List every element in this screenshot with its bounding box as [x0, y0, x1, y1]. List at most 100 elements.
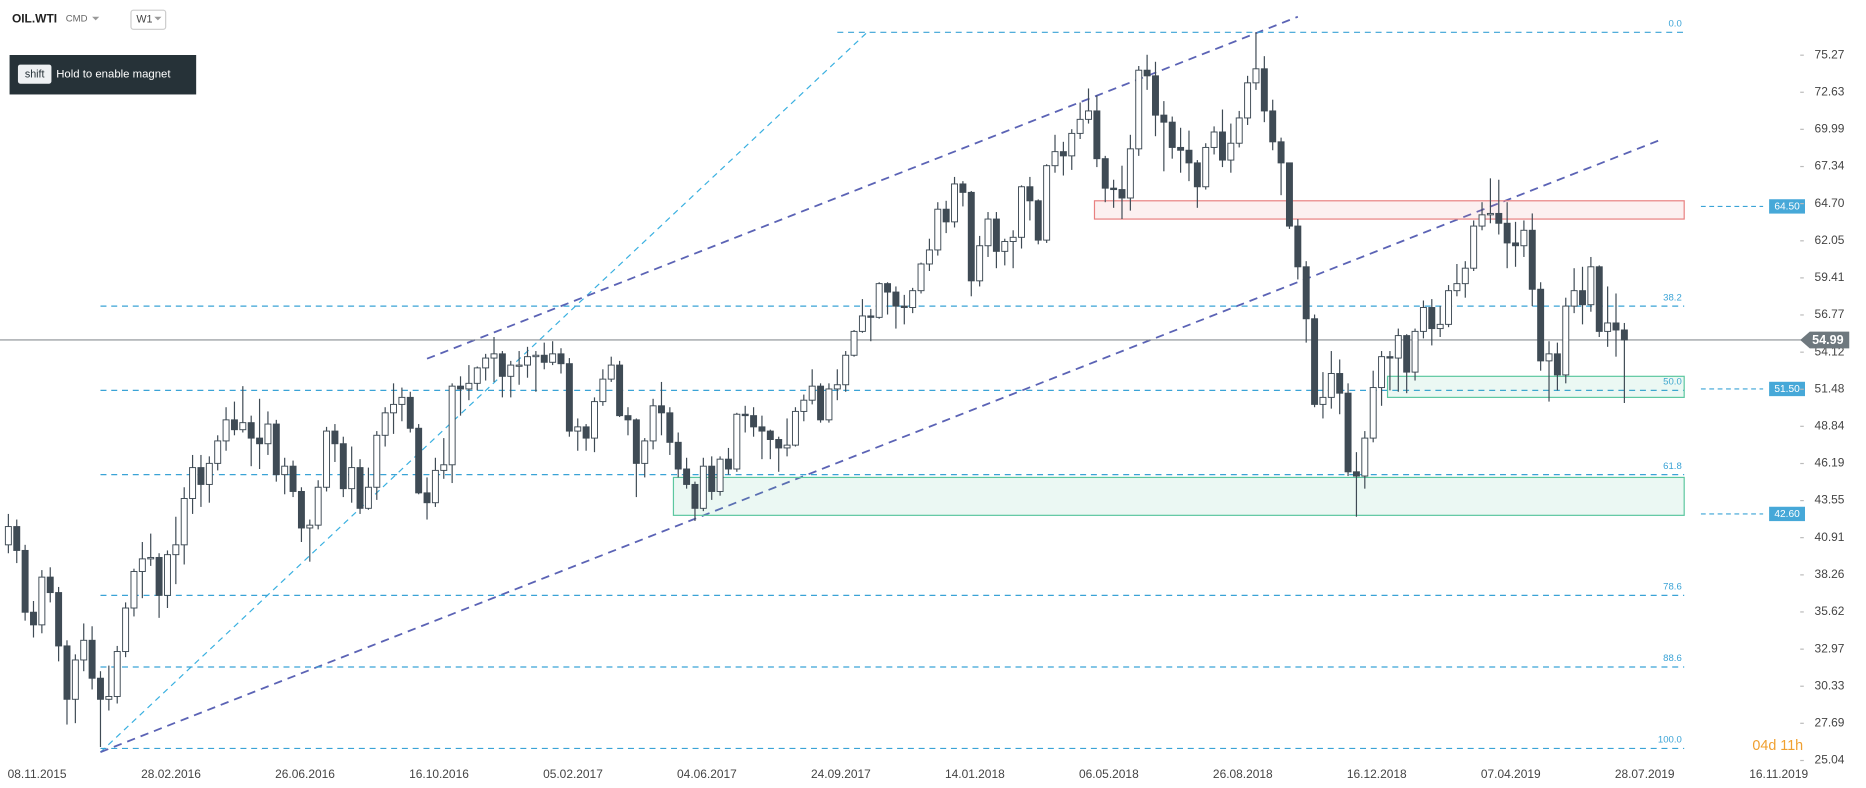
candle-body	[256, 437, 264, 445]
candle-body	[1001, 241, 1009, 252]
zone	[1386, 375, 1685, 398]
candle-body	[1260, 68, 1268, 112]
candle-body	[1570, 290, 1578, 307]
market[interactable]: CMD	[66, 14, 88, 25]
candle-body	[1068, 132, 1076, 157]
candle-body	[1009, 236, 1017, 242]
candle-body	[1160, 114, 1168, 123]
candle-body	[1327, 373, 1335, 398]
candle-body	[1051, 151, 1059, 167]
y-tick-label: 27.69	[1815, 715, 1845, 729]
x-tick-label: 14.01.2018	[945, 767, 1005, 781]
candle-body	[666, 412, 674, 443]
zone	[1093, 200, 1685, 220]
candle-body	[1403, 335, 1411, 373]
candle-body	[214, 440, 222, 464]
candle-body	[1026, 186, 1034, 202]
candle-body	[884, 283, 892, 293]
channel-line	[100, 139, 1661, 753]
candle-body	[1461, 267, 1469, 285]
candle-body	[540, 354, 548, 363]
candle-body	[741, 413, 749, 417]
candle-body	[758, 426, 766, 432]
candle-body	[1512, 242, 1519, 247]
candle-body	[297, 490, 305, 529]
candle-body	[658, 405, 665, 414]
candle-body	[1361, 437, 1369, 477]
candle-body	[1043, 165, 1051, 241]
candle-body	[674, 441, 682, 470]
candle-body	[440, 464, 448, 471]
candle-body	[457, 385, 464, 390]
fib-label: 0.0	[1669, 18, 1682, 29]
candle-body	[155, 556, 163, 596]
candle-body	[1386, 356, 1394, 359]
y-tick-label: 48.84	[1815, 418, 1845, 432]
candle-body	[97, 677, 104, 700]
candle-body	[1185, 149, 1193, 164]
x-tick-label: 26.08.2018	[1213, 767, 1273, 781]
x-tick-label: 08.11.2015	[8, 767, 67, 781]
candle-body	[490, 353, 498, 359]
dropdown-arrow	[154, 16, 162, 21]
candle-body	[524, 356, 531, 366]
candle-body	[1059, 151, 1067, 157]
overlay-layer: 0.0 38.2 50.0 61.8 78.6 88.6 100.0	[0, 15, 1803, 753]
candle-body	[4, 526, 12, 546]
candle-body	[247, 422, 255, 439]
candle-body	[1604, 322, 1612, 332]
x-tick-label: 16.11.2019	[1749, 767, 1808, 781]
candle-body	[591, 401, 598, 439]
candle-body	[791, 410, 799, 446]
candle-body	[239, 422, 247, 431]
candle-body	[515, 364, 523, 367]
candle-body	[482, 357, 490, 369]
candle-body	[88, 639, 96, 679]
candle-body	[331, 430, 339, 445]
candle-body	[172, 544, 180, 556]
candle-body	[1210, 131, 1218, 148]
fib-label: 61.8	[1663, 461, 1682, 472]
candle-body	[900, 305, 908, 308]
candle-body	[951, 183, 958, 223]
candle-body	[1085, 110, 1092, 120]
candle-body	[1177, 146, 1185, 151]
candle-body	[113, 651, 121, 697]
candle-body	[122, 607, 130, 653]
candle-body	[180, 498, 188, 546]
candle-body	[415, 427, 423, 494]
candle-body	[607, 364, 615, 380]
timeframe-box[interactable]	[130, 9, 167, 30]
candle-body	[1503, 222, 1511, 244]
candle-body	[1612, 322, 1620, 331]
candle-body	[909, 290, 917, 308]
trend-line	[100, 31, 868, 753]
candle-body	[766, 430, 774, 440]
candle-body	[63, 645, 71, 700]
candle-body	[323, 430, 331, 488]
candle-body	[1579, 290, 1586, 306]
candle-body	[1528, 229, 1536, 290]
candle-body	[925, 249, 933, 265]
candle-body	[289, 465, 297, 492]
candle-body	[942, 208, 950, 223]
candle-body	[808, 385, 816, 401]
y-tick-label: 25.04	[1815, 753, 1845, 767]
candle-body	[1394, 335, 1402, 359]
x-tick-label: 16.10.2016	[409, 767, 469, 781]
symbol[interactable]: OIL.WTI	[12, 11, 57, 25]
candle-body	[549, 353, 557, 363]
candle-body	[314, 486, 322, 526]
candle-body	[13, 526, 21, 551]
y-tick-label: 56.77	[1815, 307, 1845, 321]
candle-body	[875, 283, 883, 318]
timeframe[interactable]: W1	[136, 14, 152, 26]
fib-label: 100.0	[1658, 735, 1682, 746]
x-tick-label: 04.06.2017	[677, 767, 737, 781]
candle-body	[1336, 373, 1344, 394]
candle-body	[1411, 330, 1419, 373]
candle-body	[842, 354, 850, 386]
dropdown-arrow	[92, 16, 100, 21]
candle-body	[71, 659, 79, 700]
